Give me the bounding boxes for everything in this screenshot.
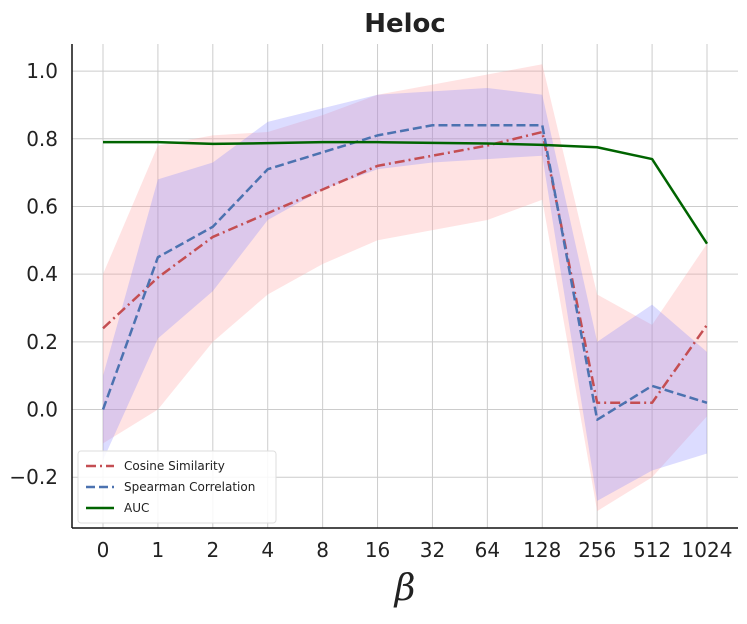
- x-tick-label: 4: [261, 538, 274, 562]
- legend-label: Spearman Correlation: [124, 480, 255, 494]
- x-tick-label: 2: [206, 538, 219, 562]
- x-tick-label: 512: [633, 538, 671, 562]
- x-tick-label: 8: [316, 538, 329, 562]
- y-tick-labels: −0.2 0.0 0.2 0.4 0.6 0.8 1.0: [9, 59, 58, 489]
- x-tick-label: 64: [475, 538, 500, 562]
- gridlines: [72, 44, 738, 528]
- x-tick-label: 1: [152, 538, 165, 562]
- legend-label: Cosine Similarity: [124, 459, 225, 473]
- x-tick-label: 0: [97, 538, 110, 562]
- x-tick-labels: 0 1 2 4 8 16 32 64 128 256 512 1024: [97, 538, 733, 562]
- y-tick-label: 0.4: [26, 262, 58, 286]
- x-tick-label: 32: [420, 538, 445, 562]
- y-tick-label: 0.2: [26, 330, 58, 354]
- series-line-auc: [103, 140, 709, 245]
- x-axis-label: β: [393, 568, 416, 609]
- x-tick-label: 256: [578, 538, 616, 562]
- x-tick-label: 128: [523, 538, 561, 562]
- series-lines: [101, 123, 709, 421]
- chart-title: Heloc: [364, 9, 446, 39]
- y-tick-label: 0.0: [26, 398, 58, 422]
- legend-label: AUC: [124, 501, 149, 515]
- x-tick-label: 1024: [682, 538, 733, 562]
- y-tick-label: 0.6: [26, 194, 58, 218]
- band-spearman-correlation: [103, 88, 707, 501]
- legend-box: [77, 450, 277, 524]
- y-tick-label: 0.8: [26, 127, 58, 151]
- confidence-bands: [103, 64, 707, 512]
- x-tick-label: 16: [365, 538, 390, 562]
- y-tick-label: 1.0: [26, 59, 58, 83]
- band-cosine-similarity: [103, 64, 707, 512]
- axes: [71, 44, 738, 529]
- legend: Cosine Similarity Spearman Correlation AUC: [77, 450, 277, 524]
- series-line-spearman-correlation: [101, 123, 708, 421]
- y-tick-label: −0.2: [9, 465, 58, 489]
